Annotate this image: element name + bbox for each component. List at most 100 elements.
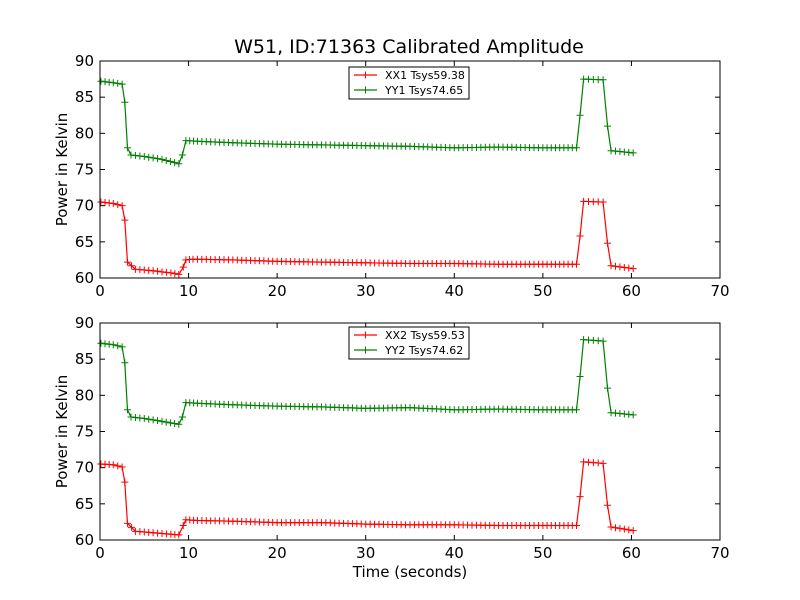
data-point xyxy=(114,201,122,209)
legend-label: XX1 Tsys59.38 xyxy=(385,69,465,82)
y-tick-label: 70 xyxy=(75,197,94,215)
data-point xyxy=(145,415,153,423)
data-point xyxy=(607,523,615,531)
data-point xyxy=(158,268,166,276)
data-point xyxy=(573,522,581,530)
data-point xyxy=(166,158,174,166)
y-tick-label: 75 xyxy=(75,161,94,179)
y-tick-label: 85 xyxy=(75,350,94,368)
data-point xyxy=(179,522,187,530)
data-point xyxy=(178,151,186,159)
x-tick-label: 30 xyxy=(356,544,375,562)
x-tick-label: 20 xyxy=(268,544,287,562)
legend-entry: XX1 Tsys59.38 xyxy=(354,69,465,82)
subplots: 0 10 20 30 40 50 60 70 60 65 70 75 80 85 90 Power in Ke… xyxy=(53,52,730,581)
data-point xyxy=(114,342,122,350)
data-point xyxy=(127,523,135,531)
x-tick-label: 40 xyxy=(445,282,464,300)
y-tick-label: 70 xyxy=(75,459,94,477)
data-point xyxy=(629,265,637,273)
legend-label: YY1 Tsys74.65 xyxy=(384,84,463,97)
data-point xyxy=(109,341,117,349)
y-tick-label: 90 xyxy=(75,52,94,70)
data-point xyxy=(611,524,619,532)
data-point xyxy=(118,80,126,88)
data-point xyxy=(123,519,131,527)
data-point xyxy=(154,417,162,425)
data-point xyxy=(599,337,607,345)
x-tick-label: 10 xyxy=(179,282,198,300)
data-point xyxy=(121,98,129,106)
data-point xyxy=(109,79,117,87)
x-tick-label: 60 xyxy=(622,282,641,300)
data-point xyxy=(123,258,131,266)
data-point xyxy=(149,267,157,275)
legend-box xyxy=(348,66,470,100)
legend-entry: YY1 Tsys74.65 xyxy=(354,84,463,97)
data-point xyxy=(158,417,166,425)
y-tick-label: 65 xyxy=(75,495,94,513)
x-tick-label: 30 xyxy=(356,282,375,300)
x-axis-label: Time (seconds) xyxy=(352,563,468,581)
data-point xyxy=(118,202,126,210)
y-tick-label: 65 xyxy=(75,233,94,251)
data-point xyxy=(629,527,637,535)
legend: XX2 Tsys59.53 YY2 Tsys74.62 xyxy=(348,326,470,360)
y-tick-label: 90 xyxy=(75,314,94,332)
data-point xyxy=(118,463,126,471)
legend: XX1 Tsys59.38 YY1 Tsys74.65 xyxy=(348,66,470,100)
x-tick-label: 50 xyxy=(533,544,552,562)
data-point xyxy=(118,343,126,351)
y-tick-label: 80 xyxy=(75,124,94,142)
subplot-2: 0 10 20 30 40 50 60 70 60 65 70 75 80 85 90 Power in Ke… xyxy=(53,314,730,581)
data-point xyxy=(127,262,135,270)
data-point xyxy=(175,270,183,278)
legend-marker xyxy=(362,71,369,79)
data-point xyxy=(175,420,183,428)
data-point xyxy=(629,149,637,157)
y-tick-label: 60 xyxy=(75,531,94,549)
x-tick-label: 0 xyxy=(95,282,105,300)
data-point xyxy=(179,263,187,271)
data-point xyxy=(599,459,607,467)
x-tick-label: 50 xyxy=(533,282,552,300)
y-axis-label: Power in Kelvin xyxy=(53,113,71,227)
data-point xyxy=(149,416,157,424)
chart-title: W51, ID:71363 Calibrated Amplitude xyxy=(234,36,584,58)
data-point xyxy=(178,413,186,421)
data-point xyxy=(140,152,148,160)
data-point xyxy=(149,154,157,162)
data-point xyxy=(166,419,174,427)
data-point xyxy=(162,156,170,164)
data-point xyxy=(123,144,131,152)
data-point xyxy=(154,155,162,163)
data-point xyxy=(599,198,607,206)
y-tick-label: 85 xyxy=(75,88,94,106)
series-red xyxy=(97,458,637,539)
data-point xyxy=(114,462,122,470)
data-point xyxy=(162,418,170,426)
y-tick-label: 80 xyxy=(75,386,94,404)
x-tick-label: 40 xyxy=(445,544,464,562)
data-point xyxy=(114,79,122,87)
data-point xyxy=(607,262,615,270)
data-point xyxy=(620,263,628,271)
data-point xyxy=(145,153,153,161)
legend-box xyxy=(348,326,470,360)
series-line xyxy=(100,200,634,276)
data-point xyxy=(154,267,162,275)
data-point xyxy=(573,144,581,152)
data-point xyxy=(604,239,612,247)
data-point xyxy=(573,260,581,268)
data-point xyxy=(158,155,166,163)
axes-frame xyxy=(99,60,721,279)
data-point xyxy=(140,414,148,422)
legend-marker xyxy=(362,346,369,354)
legend-entry: XX2 Tsys59.53 xyxy=(354,329,465,342)
data-point xyxy=(109,461,117,469)
data-point xyxy=(611,262,619,270)
data-point xyxy=(162,268,170,276)
data-point xyxy=(604,501,612,509)
series-green xyxy=(97,336,637,428)
data-point xyxy=(625,526,633,534)
